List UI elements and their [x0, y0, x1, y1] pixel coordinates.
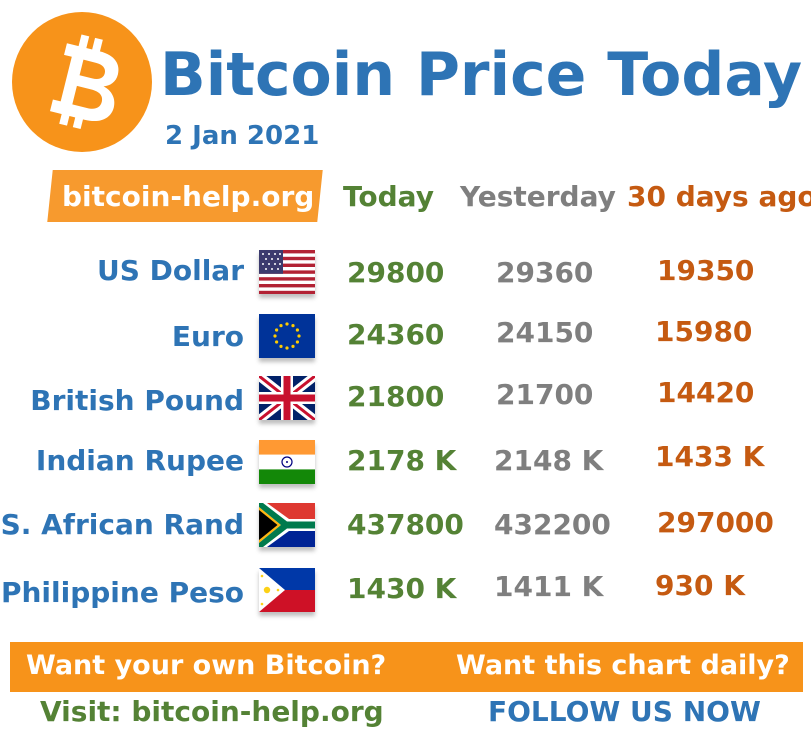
eur-today-value: 24360	[347, 318, 445, 351]
usd-today-value: 29800	[347, 256, 445, 289]
visit-link[interactable]: Visit: bitcoin-help.org	[40, 695, 384, 728]
column-header-today: Today	[343, 180, 434, 213]
gbp-30-days-value: 14420	[657, 376, 755, 409]
south-africa-flag-icon	[259, 503, 315, 547]
usd-yesterday-value: 29360	[496, 256, 594, 289]
bitcoin-logo-icon	[12, 12, 152, 152]
currency-label-php: Philippine Peso	[0, 576, 244, 609]
uk-flag-icon	[259, 376, 315, 420]
currency-label-eur: Euro	[171, 320, 244, 353]
india-flag-icon	[259, 440, 315, 484]
bitcoin-symbol-icon	[50, 34, 119, 130]
us-flag-icon	[259, 250, 315, 294]
currency-label-inr: Indian Rupee	[35, 444, 244, 477]
php-30-days-value: 930 K	[655, 569, 745, 602]
zar-yesterday-value: 432200	[494, 508, 611, 541]
call-to-action-bar	[10, 642, 803, 692]
philippines-flag-icon	[259, 568, 315, 612]
php-today-value: 1430 K	[347, 572, 457, 605]
gbp-yesterday-value: 21700	[496, 378, 594, 411]
gbp-today-value: 21800	[347, 380, 445, 413]
inr-yesterday-value: 2148 K	[494, 444, 604, 477]
column-header-yesterday: Yesterday	[460, 180, 616, 213]
currency-label-usd: US Dollar	[96, 254, 244, 287]
page-title: Bitcoin Price Today	[160, 40, 803, 110]
date-label: 2 Jan 2021	[165, 121, 320, 151]
zar-today-value: 437800	[347, 508, 464, 541]
want-bitcoin-text[interactable]: Want your own Bitcoin?	[26, 650, 387, 681]
eur-30-days-value: 15980	[655, 315, 753, 348]
zar-30-days-value: 297000	[657, 506, 774, 539]
column-header-30-days: 30 days ago	[627, 180, 811, 213]
currency-label-zar: S. African Rand	[0, 508, 244, 541]
eu-flag-icon	[259, 314, 315, 358]
eur-yesterday-value: 24150	[496, 316, 594, 349]
inr-today-value: 2178 K	[347, 444, 457, 477]
inr-30-days-value: 1433 K	[655, 440, 765, 473]
php-yesterday-value: 1411 K	[494, 570, 604, 603]
want-chart-text[interactable]: Want this chart daily?	[456, 650, 790, 681]
follow-us-link[interactable]: FOLLOW US NOW	[488, 695, 761, 728]
site-badge-text[interactable]: bitcoin-help.org	[62, 180, 315, 213]
usd-30-days-value: 19350	[657, 254, 755, 287]
currency-label-gbp: British Pound	[30, 384, 244, 417]
